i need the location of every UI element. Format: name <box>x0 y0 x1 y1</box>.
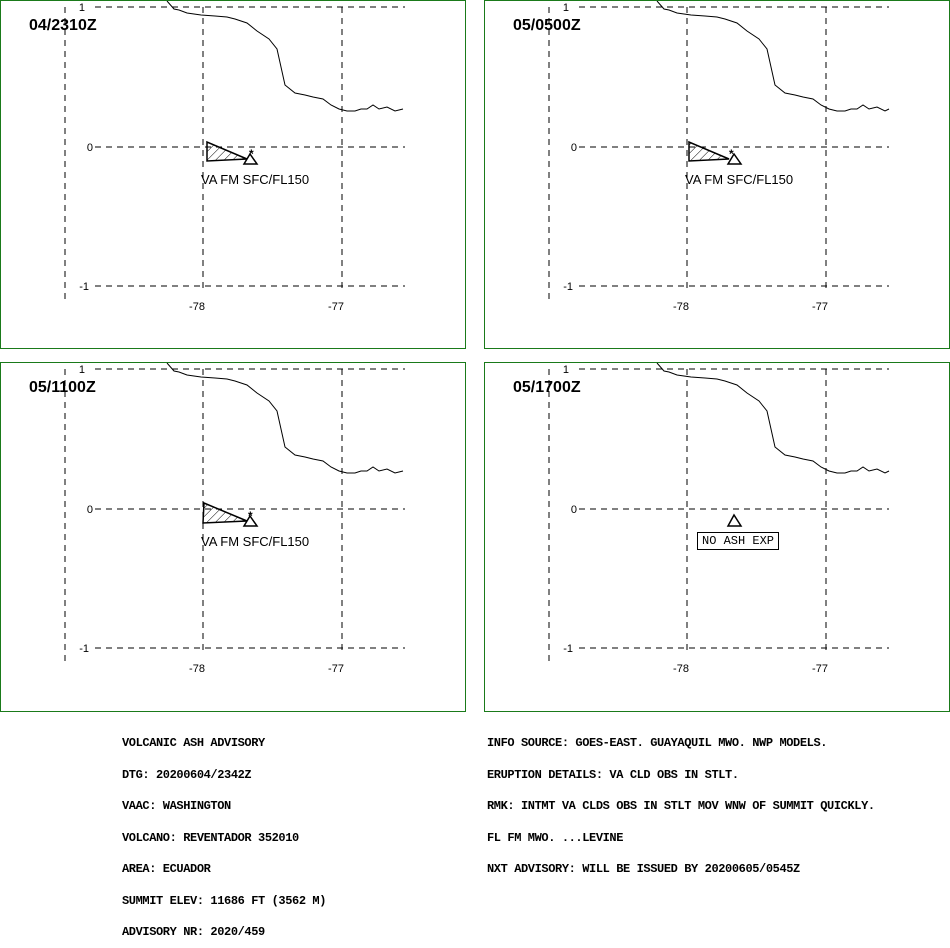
ash-label: VA FM SFC/FL150 <box>201 172 309 187</box>
advisory-details-block: INFO SOURCE: GOES-EAST. GUAYAQUIL MWO. N… <box>487 717 875 885</box>
map-canvas: 1 0 -1 -78 -77 * VA FM SFC/FL150 <box>548 1 890 313</box>
lat-label-top: 1 <box>79 2 85 14</box>
advisory-line: NXT ADVISORY: WILL BE ISSUED BY 20200605… <box>487 862 800 876</box>
lon-label-right: -77 <box>328 301 344 313</box>
lon-label-right: -77 <box>328 663 344 675</box>
coastline <box>656 363 890 474</box>
valid-time-label: 05/1700Z <box>513 379 581 396</box>
lon-label-left: -78 <box>673 663 689 675</box>
advisory-line: SUMMIT ELEV: 11686 FT (3562 M) <box>122 893 327 908</box>
lon-label-right: -77 <box>812 301 828 313</box>
lat-label-bottom: -1 <box>79 643 89 655</box>
valid-time-label: 04/2310Z <box>29 17 97 34</box>
advisory-line: AREA: ECUADOR <box>122 862 211 876</box>
map-panel-2: 1 0 -1 -78 -77 * VA FM SFC/FL150 05/0500… <box>484 0 950 349</box>
map-canvas: 1 0 -1 -78 -77 <box>548 363 890 675</box>
lat-label-top: 1 <box>563 364 569 376</box>
ash-polygon <box>206 140 248 162</box>
lat-label-mid: 0 <box>571 504 577 516</box>
lat-label-mid: 0 <box>87 504 93 516</box>
advisory-line: VOLCANO: REVENTADOR 352010 <box>122 830 299 845</box>
volcano-icon <box>726 513 743 527</box>
advisory-line: DTG: 20200604/2342Z <box>122 767 252 782</box>
lat-label-mid: 0 <box>87 142 93 154</box>
volcano-icon <box>242 514 259 527</box>
ash-polygon <box>202 501 248 524</box>
map-canvas: 1 0 -1 -78 -77 * VA FM SFC/FL150 <box>64 363 405 675</box>
lat-label-top: 1 <box>79 364 85 376</box>
ash-polygon <box>688 140 730 162</box>
summit-marker-icon: * <box>729 147 734 161</box>
advisory-line: ADVISORY NR: 2020/459 <box>122 925 265 939</box>
map-canvas: 1 0 -1 -78 -77 * VA FM SFC/FL150 <box>64 1 405 313</box>
lon-label-left: -78 <box>189 663 205 675</box>
advisory-line: ERUPTION DETAILS: VA CLD OBS IN STLT. <box>487 767 739 782</box>
map-panel-4: 1 0 -1 -78 -77 05/1700Z NO ASH EXP <box>484 362 950 712</box>
lat-label-mid: 0 <box>571 142 577 154</box>
advisory-line: VOLCANIC ASH ADVISORY <box>122 736 265 750</box>
advisory-line: INFO SOURCE: GOES-EAST. GUAYAQUIL MWO. N… <box>487 736 828 750</box>
coastline <box>166 1 404 112</box>
lon-label-left: -78 <box>189 301 205 313</box>
summit-marker-icon: * <box>248 509 253 523</box>
advisory-line: FL FM MWO. ...LEVINE <box>487 830 624 845</box>
ash-label: VA FM SFC/FL150 <box>685 172 793 187</box>
volcano-icon <box>242 152 259 165</box>
coastline <box>166 363 404 474</box>
advisory-line: VAAC: WASHINGTON <box>122 799 231 813</box>
lon-label-left: -78 <box>673 301 689 313</box>
valid-time-label: 05/1100Z <box>29 379 96 396</box>
coastline <box>656 1 890 112</box>
lat-label-bottom: -1 <box>563 281 573 293</box>
lat-label-bottom: -1 <box>563 643 573 655</box>
lon-label-right: -77 <box>812 663 828 675</box>
advisory-line: RMK: INTMT VA CLDS OBS IN STLT MOV WNW O… <box>487 799 875 813</box>
volcano-icon <box>726 152 743 165</box>
map-panel-3: 1 0 -1 -78 -77 * VA FM SFC/FL150 05/1100… <box>0 362 466 712</box>
summit-marker-icon: * <box>249 147 254 161</box>
lat-label-bottom: -1 <box>79 281 89 293</box>
map-panel-1: 1 0 -1 -78 -77 * VA FM SFC/FL150 04/2310… <box>0 0 466 349</box>
ash-label: VA FM SFC/FL150 <box>201 534 309 549</box>
advisory-header-block: VOLCANIC ASH ADVISORY DTG: 20200604/2342… <box>122 717 326 948</box>
no-ash-label: NO ASH EXP <box>697 532 780 550</box>
lat-label-top: 1 <box>563 2 569 14</box>
valid-time-label: 05/0500Z <box>513 17 581 34</box>
